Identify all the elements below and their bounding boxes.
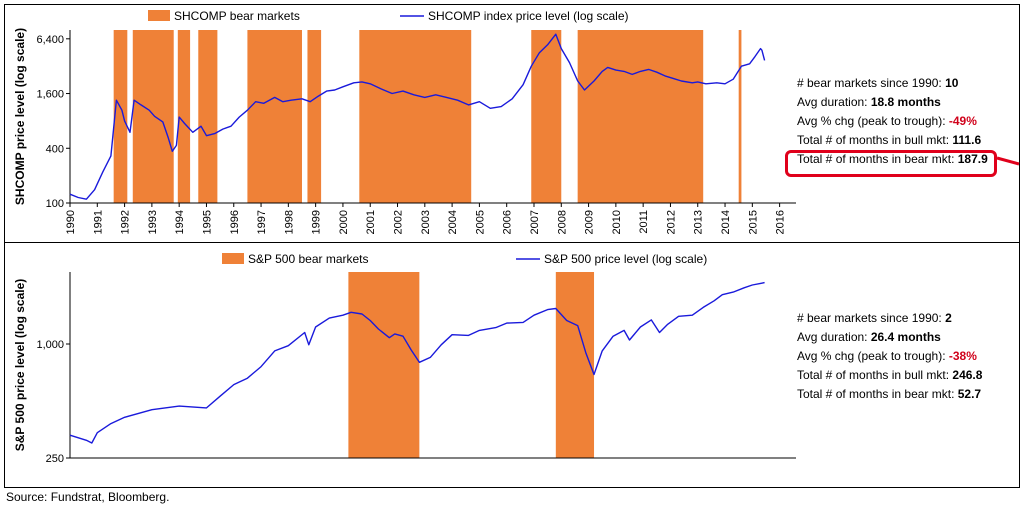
shcomp-x-tick-label: 2007 <box>529 210 541 234</box>
shcomp-x-tick-label: 2009 <box>584 210 596 234</box>
shcomp-x-tick-label: 1999 <box>311 210 323 234</box>
shcomp-y-tick-label: 100 <box>46 198 64 210</box>
shcomp-x-tick-label: 1997 <box>256 210 268 234</box>
shcomp-bear-market-band <box>359 30 472 203</box>
shcomp-bear-market-band <box>177 30 191 203</box>
source-note: Source: Fundstrat, Bloomberg. <box>6 490 170 504</box>
sp500-stat-label: Avg duration: <box>797 330 871 344</box>
shcomp-x-tick-label: 2014 <box>720 210 732 234</box>
shcomp-stat-label: Total # of months in bear mkt: <box>797 152 958 166</box>
sp500-y-axis-label: S&P 500 price level (log scale) <box>13 279 27 452</box>
sp500-bear-market-band <box>348 272 420 458</box>
shcomp-x-tick-label: 2002 <box>393 210 405 234</box>
shcomp-legend-bear-label: SHCOMP bear markets <box>174 9 300 23</box>
sp500-legend-bear-label: S&P 500 bear markets <box>248 252 369 266</box>
shcomp-stat-line: Total # of months in bull mkt: 111.6 <box>797 133 981 147</box>
shcomp-x-tick-label: 1995 <box>201 210 213 234</box>
shcomp-x-tick-label: 2011 <box>638 210 650 234</box>
shcomp-stat-line: Avg % chg (peak to trough): -49% <box>797 114 977 128</box>
sp500-stat-line: # bear markets since 1990: 2 <box>797 311 952 325</box>
sp500-stat-label: Avg % chg (peak to trough): <box>797 349 949 363</box>
shcomp-x-tick-label: 2015 <box>747 210 759 234</box>
sp500-stat-line: Total # of months in bear mkt: 52.7 <box>797 387 981 401</box>
shcomp-x-tick-label: 1994 <box>174 210 186 234</box>
shcomp-x-tick-label: 2004 <box>447 210 459 234</box>
shcomp-price-line <box>69 33 766 200</box>
sp500-stat-line: Avg duration: 26.4 months <box>797 330 941 344</box>
shcomp-bear-market-band <box>738 30 742 203</box>
shcomp-y-tick-label: 1,600 <box>36 89 64 101</box>
sp500-stat-label: # bear markets since 1990: <box>797 311 946 325</box>
shcomp-x-tick-label: 1992 <box>120 210 132 234</box>
bear-months-highlight-box <box>785 150 997 177</box>
shcomp-x-tick-label: 1990 <box>65 210 77 234</box>
shcomp-legend-bear-swatch <box>148 10 170 21</box>
shcomp-legend-line-label: SHCOMP index price level (log scale) <box>428 9 629 23</box>
shcomp-x-tick-label: 2003 <box>420 210 432 234</box>
shcomp-x-tick-label: 2000 <box>338 210 350 234</box>
shcomp-y-tick-label: 400 <box>46 143 64 155</box>
sp500-y-tick-label: 250 <box>46 453 64 465</box>
bottom-panel-frame <box>4 242 1020 488</box>
sp500-stat-line: Total # of months in bull mkt: 246.8 <box>797 368 982 382</box>
shcomp-bear-market-band <box>113 30 128 203</box>
shcomp-stat-line: Total # of months in bear mkt: 187.9 <box>797 152 988 166</box>
shcomp-stat-line: # bear markets since 1990: 10 <box>797 76 958 90</box>
shcomp-stat-label: Total # of months in bull mkt: <box>797 133 953 147</box>
sp500-stat-value: 26.4 months <box>870 330 941 344</box>
sp500-stat-value: 52.7 <box>957 387 982 401</box>
shcomp-stat-value: -49% <box>948 114 977 128</box>
sp500-bear-market-band <box>555 272 595 458</box>
shcomp-y-tick-label: 6,400 <box>36 34 64 46</box>
shcomp-stat-value: 18.8 months <box>870 95 941 109</box>
shcomp-x-tick-label: 2016 <box>775 210 787 234</box>
shcomp-x-tick-label: 2013 <box>693 210 705 234</box>
shcomp-x-tick-label: 2001 <box>365 210 377 234</box>
shcomp-bear-market-band <box>577 30 704 203</box>
sp500-stat-value: -38% <box>948 349 977 363</box>
sp500-stat-value: 246.8 <box>952 368 983 382</box>
shcomp-x-tick-label: 1993 <box>147 210 159 234</box>
shcomp-x-tick-label: 2008 <box>556 210 568 234</box>
shcomp-stat-value: 187.9 <box>957 152 988 166</box>
shcomp-x-tick-label: 1996 <box>229 210 241 234</box>
sp500-price-line <box>69 281 765 444</box>
shcomp-bear-market-band <box>531 30 562 203</box>
shcomp-y-axis-label: SHCOMP price level (log scale) <box>13 28 27 205</box>
shcomp-x-tick-label: 1998 <box>283 210 295 234</box>
shcomp-x-tick-label: 1991 <box>92 210 104 234</box>
sp500-stat-label: Total # of months in bear mkt: <box>797 387 958 401</box>
highlight-callout-line <box>996 156 1020 166</box>
shcomp-x-tick-label: 2006 <box>502 210 514 234</box>
shcomp-x-tick-label: 2010 <box>611 210 623 234</box>
shcomp-stat-line: Avg duration: 18.8 months <box>797 95 941 109</box>
shcomp-stat-value: 111.6 <box>952 133 982 147</box>
shcomp-x-tick-label: 2012 <box>665 210 677 234</box>
shcomp-bear-market-band <box>198 30 218 203</box>
sp500-legend-line-label: S&P 500 price level (log scale) <box>544 252 707 266</box>
shcomp-bear-market-band <box>132 30 174 203</box>
shcomp-stat-value: 10 <box>945 76 959 90</box>
shcomp-bear-market-band <box>307 30 322 203</box>
shcomp-stat-label: Avg duration: <box>797 95 871 109</box>
sp500-legend-bear-swatch <box>222 253 244 264</box>
sp500-stat-line: Avg % chg (peak to trough): -38% <box>797 349 977 363</box>
shcomp-stat-label: Avg % chg (peak to trough): <box>797 114 949 128</box>
shcomp-stat-label: # bear markets since 1990: <box>797 76 946 90</box>
shcomp-x-tick-label: 2005 <box>474 210 486 234</box>
shcomp-bear-market-band <box>247 30 302 203</box>
sp500-stat-label: Total # of months in bull mkt: <box>797 368 953 382</box>
sp500-y-tick-label: 1,000 <box>36 339 64 351</box>
sp500-stat-value: 2 <box>945 311 952 325</box>
